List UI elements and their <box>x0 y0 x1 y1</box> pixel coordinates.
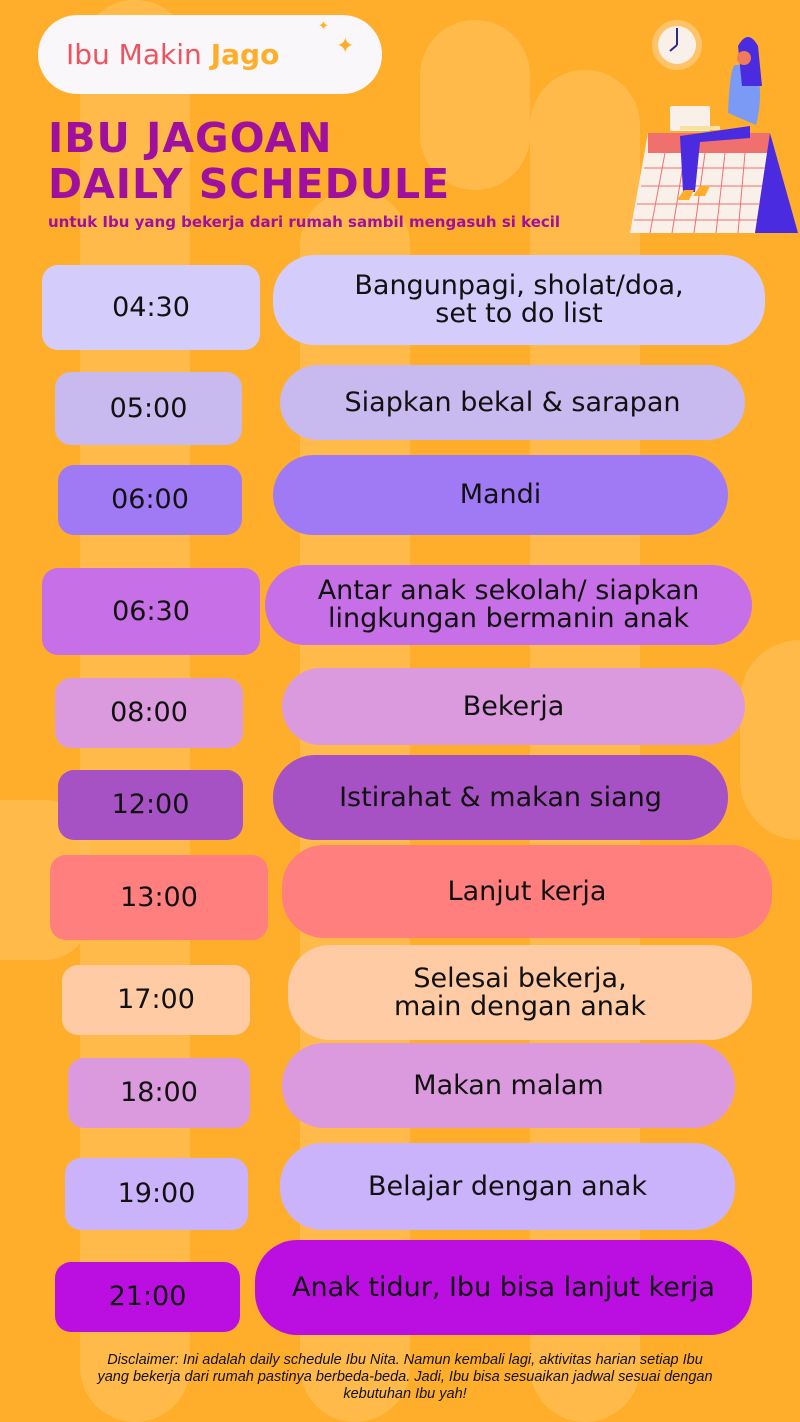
time-pill: 04:30 <box>42 265 260 350</box>
activity-pill: Lanjut kerja <box>282 845 772 938</box>
time-pill: 12:00 <box>58 770 243 840</box>
brand-logo: Ibu Makin Jago <box>38 15 382 94</box>
time-pill: 18:00 <box>68 1058 250 1128</box>
activity-pill: Mandi <box>273 455 728 535</box>
woman-calendar-illustration <box>630 20 798 233</box>
time-pill: 06:00 <box>58 465 242 535</box>
time-pill: 17:00 <box>62 965 250 1035</box>
activity-pill: Selesai bekerja, main dengan anak <box>288 945 752 1040</box>
title-line: DAILY SCHEDULE <box>48 160 451 208</box>
activity-pill: Siapkan bekal & sarapan <box>280 365 745 440</box>
time-pill: 19:00 <box>65 1158 248 1230</box>
disclaimer: Disclaimer: Ini adalah daily schedule Ib… <box>97 1352 713 1402</box>
activity-pill: Bekerja <box>282 668 745 745</box>
activity-pill: Istirahat & makan siang <box>273 755 728 840</box>
activity-pill: Makan malam <box>282 1043 735 1128</box>
activity-pill: Anak tidur, Ibu bisa lanjut kerja <box>255 1240 752 1335</box>
activity-pill: Bangunpagi, sholat/doa, set to do list <box>273 255 765 345</box>
sparkle-icon: ✦ <box>318 19 329 34</box>
bg-circle <box>420 20 530 190</box>
activity-pill: Antar anak sekolah/ siapkan lingkungan b… <box>265 565 752 645</box>
time-pill: 13:00 <box>50 855 268 940</box>
activity-pill: Belajar dengan anak <box>280 1143 735 1230</box>
subtitle: untuk Ibu yang bekerja dari rumah sambil… <box>48 213 561 231</box>
page-title: IBU JAGOAN DAILY SCHEDULE <box>48 115 450 207</box>
time-pill: 08:00 <box>55 678 243 748</box>
bg-circle <box>740 640 800 840</box>
brand-text: Ibu Makin <box>66 38 202 71</box>
time-pill: 21:00 <box>55 1262 240 1332</box>
title-line: IBU JAGOAN <box>48 114 333 162</box>
time-pill: 06:30 <box>42 568 260 655</box>
brand-text-highlight: Jago <box>210 38 280 71</box>
sparkle-icon: ✦ <box>336 34 355 59</box>
time-pill: 05:00 <box>55 372 242 445</box>
